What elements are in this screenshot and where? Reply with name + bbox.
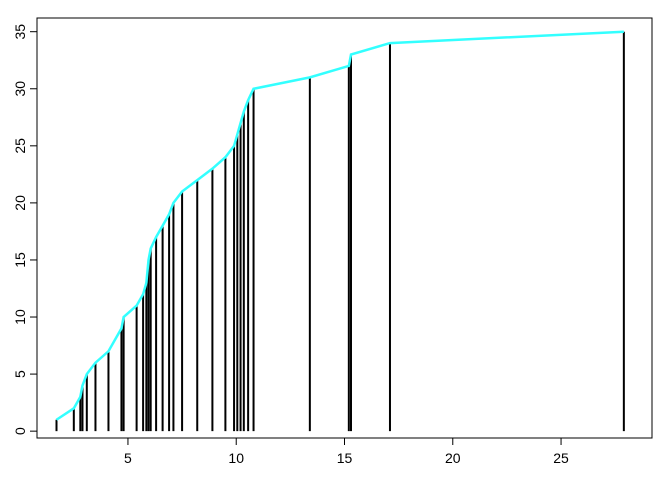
y-tick-label: 15	[12, 252, 28, 268]
y-tick-label: 20	[12, 195, 28, 211]
plot-frame	[36, 17, 653, 439]
y-tick-label: 5	[12, 370, 28, 378]
x-tick-label: 15	[337, 450, 353, 466]
x-tick-label: 5	[124, 450, 132, 466]
spike-series	[55, 31, 625, 432]
x-axis: 5 10 15 20 25	[124, 437, 569, 466]
y-tick-label: 25	[12, 138, 28, 154]
x-tick-label: 20	[445, 450, 461, 466]
y-tick-label: 0	[12, 427, 28, 435]
y-tick-label: 35	[12, 24, 28, 40]
y-tick-label: 30	[12, 81, 28, 97]
cumulative-curve	[55, 30, 624, 421]
y-axis: 0 5 10 15 20 25 30 35	[12, 24, 38, 435]
x-tick-label: 25	[553, 450, 569, 466]
y-tick-label: 10	[12, 309, 28, 325]
x-tick-label: 10	[228, 450, 244, 466]
